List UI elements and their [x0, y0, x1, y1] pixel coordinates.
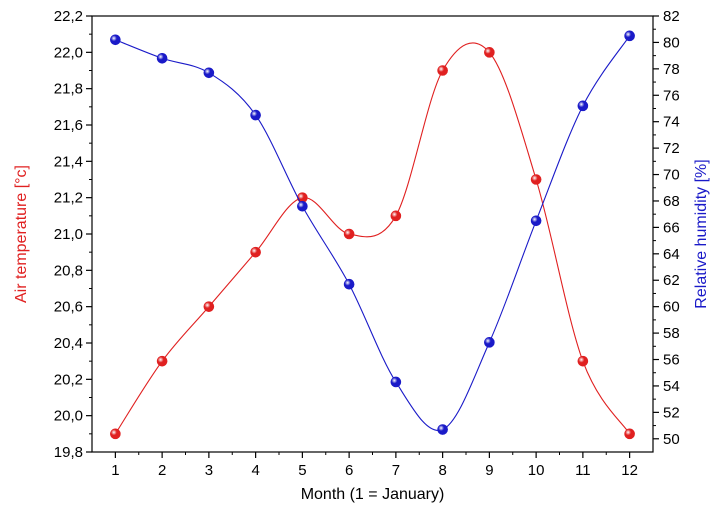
y-left-tick-label: 20,2	[54, 371, 83, 388]
y-left-tick-label: 21,6	[54, 117, 83, 134]
data-point	[530, 215, 542, 227]
y-right-tick-label: 80	[663, 34, 680, 51]
data-point	[390, 376, 402, 388]
y-left-tick-label: 21,2	[54, 190, 83, 207]
y-right-tick-label: 68	[663, 193, 680, 210]
data-point	[203, 301, 215, 312]
data-point	[624, 428, 635, 440]
x-tick-label: 10	[528, 462, 545, 479]
data-point	[530, 174, 542, 185]
x-tick-label: 6	[345, 462, 353, 479]
data-point	[343, 228, 355, 240]
x-tick-label: 12	[621, 462, 638, 479]
x-tick-label: 9	[485, 462, 493, 479]
data-point	[437, 424, 448, 435]
series-air-temperature	[110, 42, 635, 440]
data-point	[390, 210, 402, 222]
y-right-tick-label: 62	[663, 272, 680, 289]
data-point	[156, 52, 168, 64]
y-right-tick-label: 74	[663, 114, 680, 131]
y-right-tick-label: 54	[663, 378, 680, 395]
y-right-tick-label: 60	[663, 299, 680, 316]
data-point	[250, 109, 261, 121]
data-point	[250, 246, 261, 258]
data-point	[156, 355, 168, 367]
y-left-tick-label: 21,0	[54, 226, 83, 243]
x-tick-label: 1	[111, 462, 119, 479]
x-tick-label: 3	[205, 462, 213, 479]
y-right-tick-label: 56	[663, 352, 680, 369]
y-left-tick-label: 22,0	[54, 44, 83, 61]
y-left-tick-label: 20,8	[54, 262, 83, 279]
y-left-tick-label: 20,0	[54, 408, 83, 425]
y-right-tick-label: 58	[663, 325, 680, 342]
x-axis: 1 2 3 4 5 6 7 8 9 10 11 12	[111, 452, 638, 479]
y-right-tick-label: 66	[663, 219, 680, 236]
y-right-tick-label: 78	[663, 61, 680, 78]
x-tick-label: 2	[158, 462, 166, 479]
y-right-tick-label: 72	[663, 140, 680, 157]
x-tick-label: 5	[298, 462, 306, 479]
y-axis-left-title: Air temperature [°c]	[13, 165, 30, 303]
y-right-tick-label: 52	[663, 404, 680, 421]
data-point	[437, 65, 448, 76]
series-line	[114, 42, 631, 435]
y-left-tick-label: 19,8	[54, 444, 83, 461]
x-tick-label: 4	[251, 462, 259, 479]
x-axis-title: Month (1 = January)	[301, 486, 445, 503]
y-left-tick-label: 20,4	[54, 335, 83, 352]
data-point	[110, 34, 121, 46]
series-relative-humidity	[110, 30, 635, 435]
y-left-tick-label: 20,6	[54, 299, 83, 316]
data-point	[484, 337, 495, 348]
data-point	[577, 100, 589, 112]
x-tick-label: 8	[438, 462, 446, 479]
data-point	[484, 47, 495, 58]
data-point	[297, 200, 308, 212]
y-left-tick-label: 21,8	[54, 81, 83, 98]
y-right-tick-label: 50	[663, 431, 680, 448]
data-point	[577, 355, 589, 367]
y-axis-right: 50 52 54 56 58 60 62 64 66 68 70 72 74 76 78 80 82	[653, 8, 680, 448]
y-right-tick-label: 82	[663, 8, 680, 25]
x-tick-label: 11	[575, 462, 591, 479]
y-left-tick-label: 22,2	[54, 8, 83, 25]
x-tick-label: 7	[392, 462, 400, 479]
data-point	[203, 67, 215, 79]
data-point	[110, 428, 121, 440]
data-point	[343, 278, 355, 290]
series-line	[115, 35, 631, 431]
plot-frame	[91, 15, 654, 453]
y-right-tick-label: 64	[663, 246, 680, 263]
y-axis-left: 19,8 20,0 20,2 20,4 20,6 20,8 21,0 21,2 21,4 21,6…	[54, 8, 92, 461]
y-right-tick-label: 76	[663, 87, 680, 104]
y-left-tick-label: 21,4	[54, 153, 83, 170]
data-point	[624, 30, 635, 42]
y-axis-right-title: Relative humidity [%]	[693, 159, 710, 308]
y-right-tick-label: 70	[663, 167, 680, 184]
